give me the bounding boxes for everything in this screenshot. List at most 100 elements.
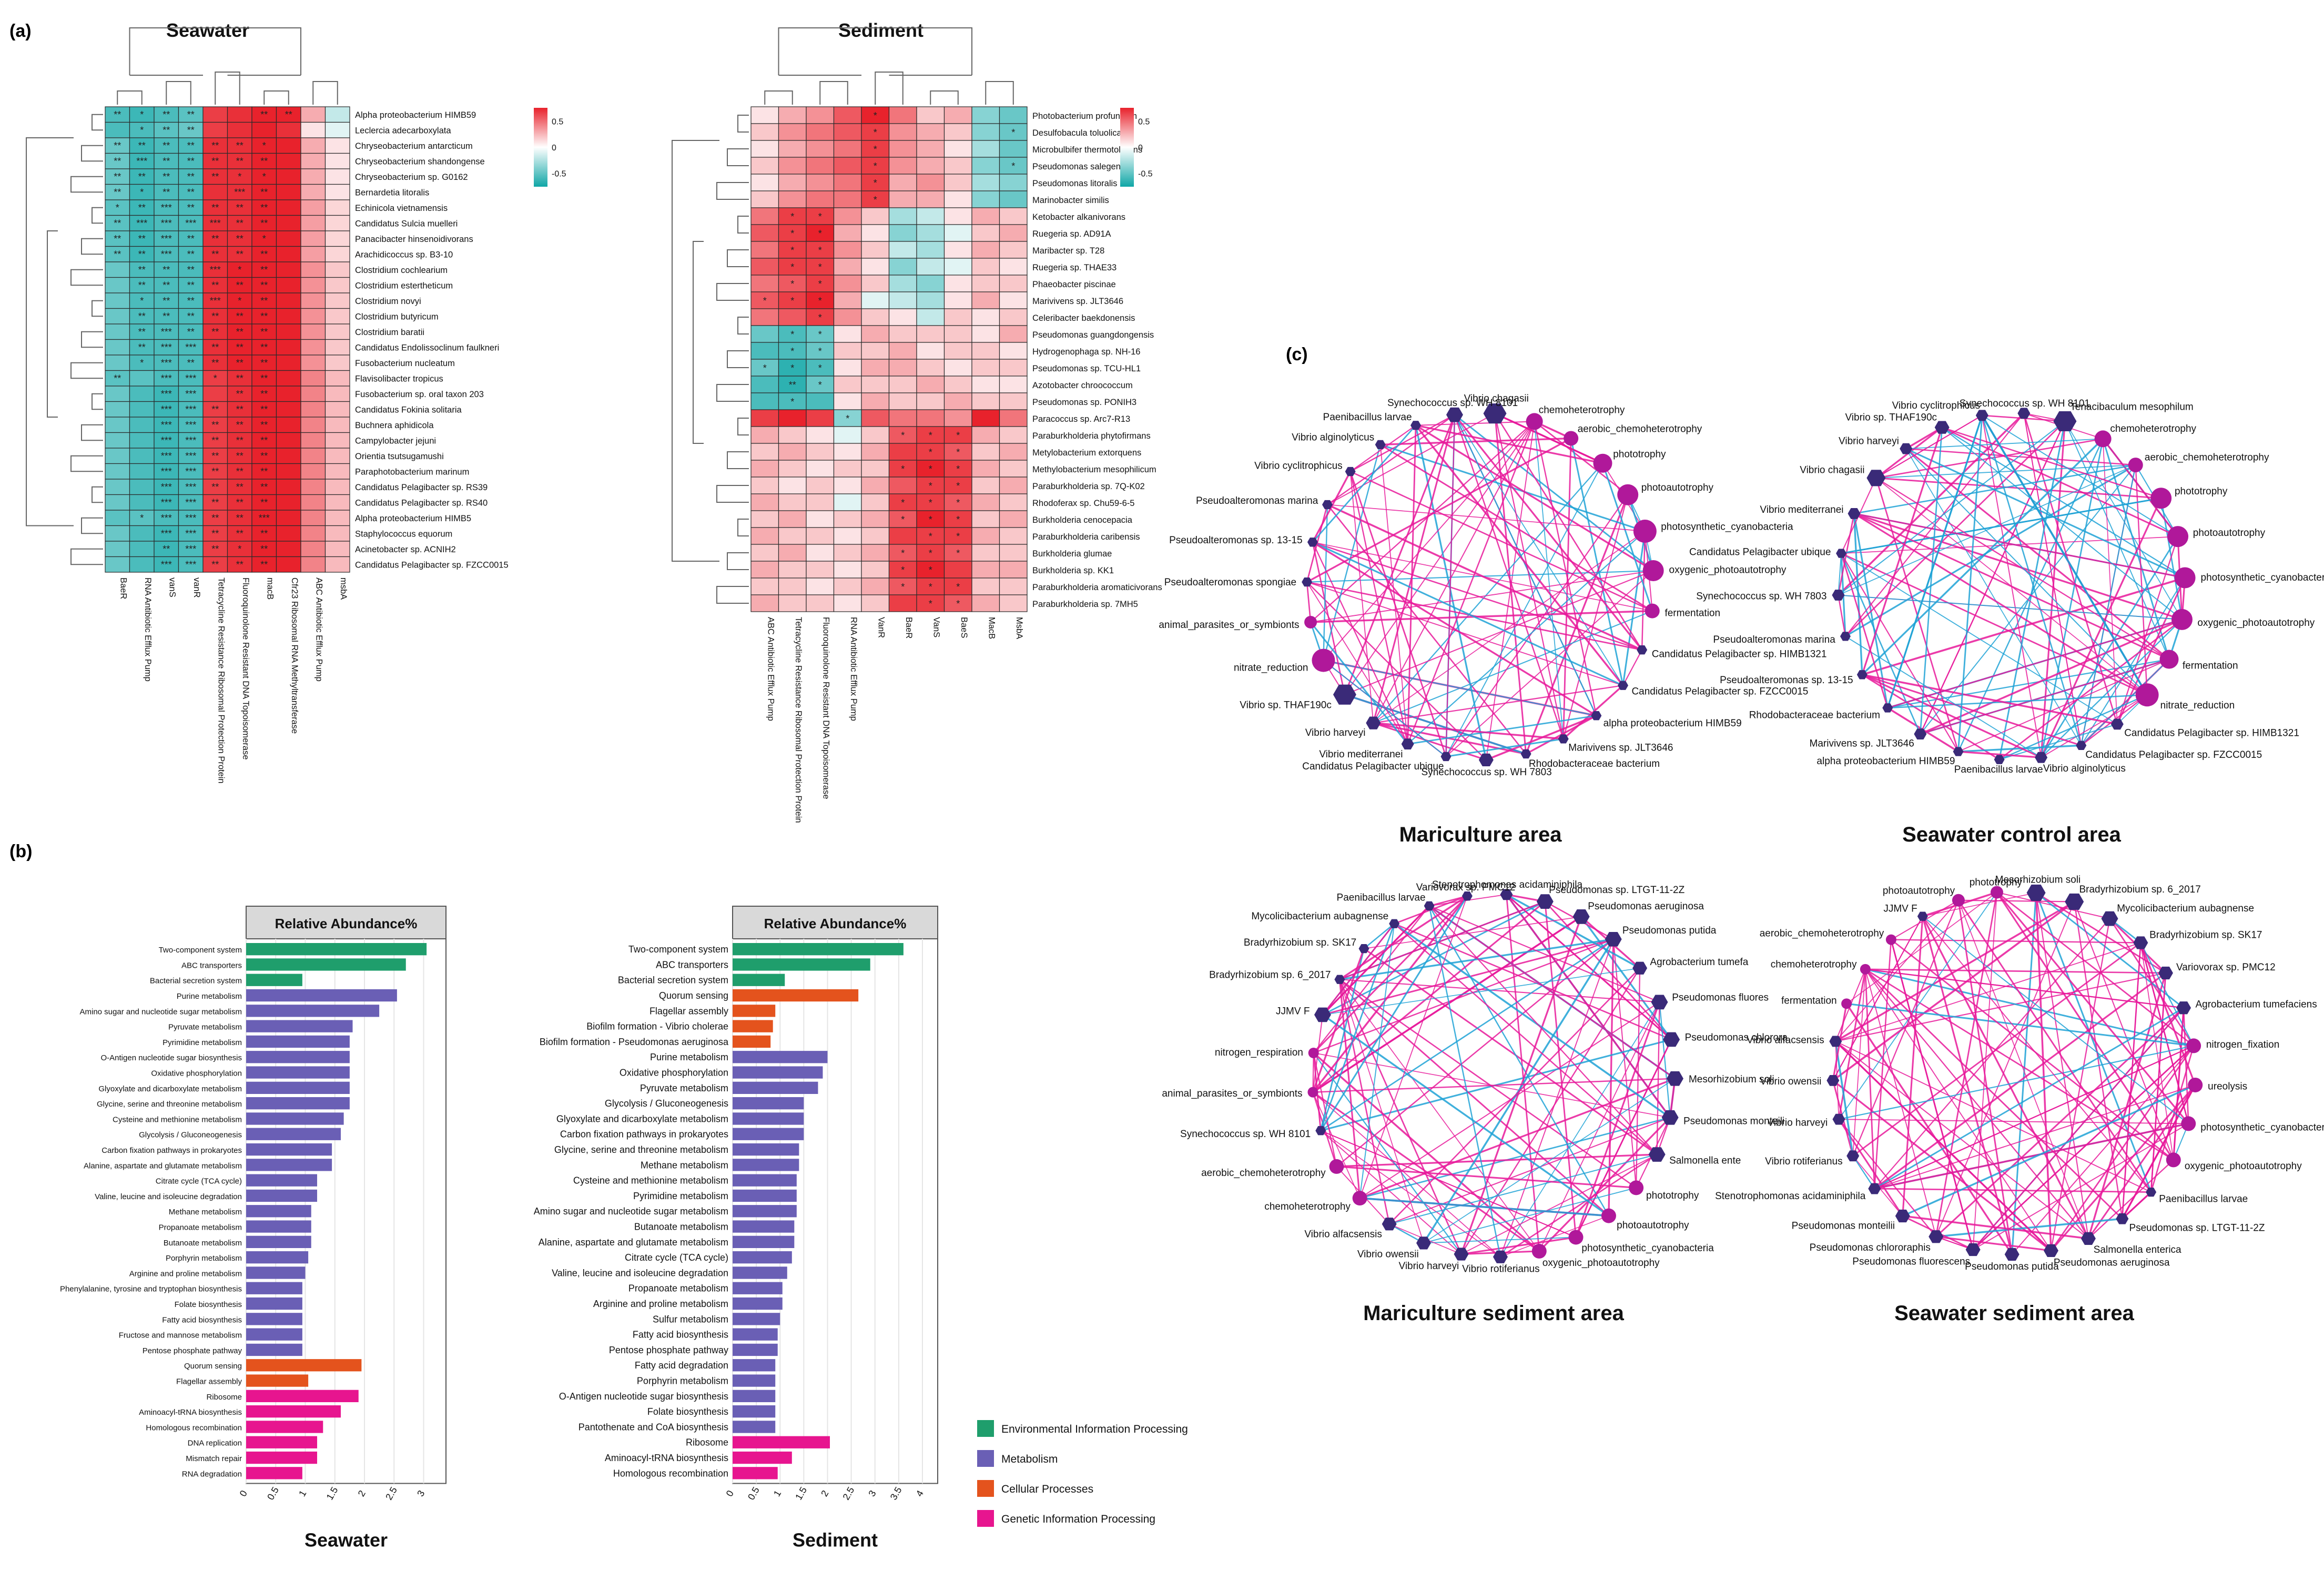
significance-mark: ** — [187, 280, 195, 291]
taxon-node — [1605, 931, 1622, 947]
category-label: Carbon fixation pathways in prokaryotes — [102, 1146, 242, 1155]
network-edge — [1428, 906, 1501, 1258]
network-edge — [1306, 438, 1571, 583]
node-label: Vibrio harveyi — [1839, 435, 1899, 447]
heatmap-cell — [971, 275, 1000, 292]
network-edge — [1423, 1078, 1676, 1244]
bar — [246, 1374, 309, 1387]
dendrogram-branch — [81, 424, 103, 441]
network-edge — [1461, 1154, 1658, 1255]
network-edge — [1612, 939, 1637, 1188]
heatmap-cell — [888, 291, 917, 309]
bar — [733, 1374, 776, 1387]
network-edge — [1874, 1045, 2194, 1190]
network-edge — [1958, 899, 2075, 903]
category-label: Butanoate metabolism — [634, 1221, 728, 1232]
heatmap-cell — [324, 510, 350, 526]
bar — [733, 1405, 776, 1418]
category-label: Amino sugar and nucleotide sugar metabol… — [79, 1007, 242, 1016]
network-edge — [1534, 421, 1597, 716]
network-edge — [1922, 916, 2089, 1239]
dendrogram-branch — [737, 115, 749, 133]
significance-mark: ** — [260, 187, 268, 198]
heatmap-cell — [105, 463, 130, 480]
network-edge — [1312, 542, 1346, 695]
column-label: BaeR — [904, 617, 914, 638]
significance-mark: ** — [163, 156, 170, 167]
network-edge — [1835, 1041, 2089, 1239]
significance-mark: * — [262, 140, 266, 151]
heatmap-cell — [861, 493, 890, 511]
row-label: Chryseobacterium sp. G0162 — [355, 173, 468, 182]
heatmap-cell — [806, 510, 835, 528]
column-label: Tetracycline Resistance Ribosomal Protec… — [216, 577, 226, 784]
significance-mark: ** — [163, 187, 170, 198]
row-label: Paraburkholderia aromaticivorans — [1032, 583, 1162, 592]
node-label: Marivivens sp. JLT3646 — [1810, 738, 1914, 749]
dendrogram-branch — [81, 331, 103, 348]
heatmap-cell — [105, 261, 130, 278]
heatmap-cell — [971, 477, 1000, 494]
dendrogram-branch — [693, 241, 704, 444]
heatmap-cell — [129, 386, 155, 402]
taxon-node — [1856, 670, 1868, 680]
taxon-node — [1866, 470, 1886, 486]
heatmap-cell — [833, 359, 862, 377]
heatmap-cell — [202, 246, 228, 262]
category-label: Glycolysis / Gluconeogenesis — [605, 1098, 728, 1109]
network-edge — [1902, 916, 1924, 1217]
category-label: Pyruvate metabolism — [640, 1083, 728, 1093]
heatmap-cell — [916, 123, 945, 141]
heatmap-cell — [129, 417, 155, 433]
network-edge — [1636, 968, 1641, 1188]
row-label: Alpha proteobacterium HIMB5 — [355, 514, 471, 523]
row-label: Clostridium butyricum — [355, 312, 439, 322]
heatmap-cell — [778, 577, 807, 595]
category-label: Biofilm formation - Pseudomonas aerugino… — [540, 1037, 729, 1047]
heatmap-cell — [154, 168, 179, 185]
heatmap-cell — [833, 308, 862, 326]
heatmap-cell — [154, 277, 179, 293]
category-label: Pantothenate and CoA biosynthesis — [579, 1422, 728, 1432]
heatmap-cell — [943, 392, 972, 410]
panel-b: (b) Relative Abundance%0 0.5 1 1.5 2 2.5 3Two-… — [9, 842, 1188, 1551]
significance-mark: *** — [185, 529, 196, 539]
network-edge — [1344, 421, 1535, 695]
node-label: Pseudomonas chlororaphis — [1810, 1242, 1931, 1253]
heatmap-cell — [888, 527, 917, 545]
network-edge — [1935, 1007, 2185, 1238]
significance-mark: * — [846, 413, 849, 424]
significance-mark: ** — [114, 171, 121, 182]
row-label: Paraburkholderia caribensis — [1032, 532, 1140, 542]
network-edge — [1320, 923, 1395, 1131]
dendrogram-branch — [716, 485, 749, 503]
network-edge — [1981, 414, 2148, 696]
heatmap-cell — [202, 292, 228, 309]
color-legend-tick: 0 — [1138, 144, 1143, 153]
heatmap-cell — [999, 207, 1028, 225]
category-label: Glycine, serine and threonine metabolism — [554, 1144, 728, 1155]
function-node — [2159, 650, 2179, 669]
heatmap-cell — [227, 354, 252, 371]
network-edge — [1875, 414, 1983, 479]
bar — [246, 1020, 353, 1032]
bar — [246, 1189, 317, 1202]
network-edge — [1394, 923, 1672, 1040]
network-edge — [1312, 900, 1546, 1093]
network-edge — [1838, 513, 1855, 595]
network-edge — [1972, 1045, 2195, 1251]
network-edge — [1313, 1052, 1540, 1252]
column-dendrogram — [764, 27, 1014, 105]
taxon-node — [1572, 909, 1590, 924]
taxon-node — [2133, 936, 2148, 949]
node-label: Pseudoalteromonas sp. 13-15 — [1720, 675, 1853, 686]
category-label: Oxidative phosphorylation — [151, 1069, 242, 1078]
heatmap-cell — [324, 448, 350, 464]
significance-mark: ** — [260, 311, 268, 322]
network-edge — [1906, 438, 2103, 450]
network-edge — [1407, 421, 1535, 745]
taxon-node — [2026, 884, 2046, 901]
heatmap-cell — [324, 401, 350, 418]
significance-mark: * — [929, 531, 932, 542]
heatmap-cell — [227, 106, 252, 123]
